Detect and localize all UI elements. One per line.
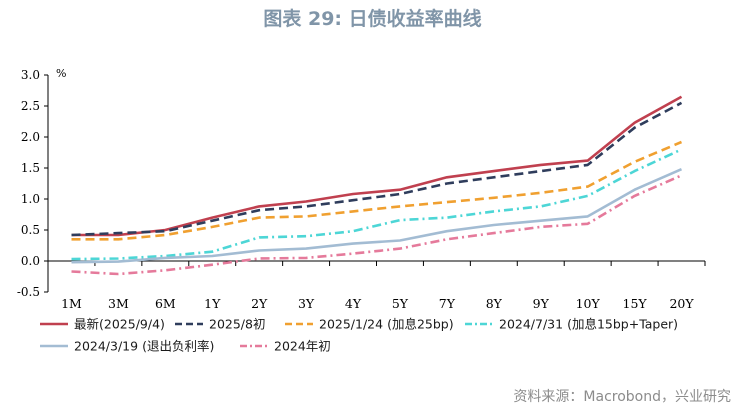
y-axis-unit: % — [56, 67, 66, 80]
legend-item-2: 2025/1/24 (加息25bp) — [285, 317, 454, 332]
chart-legend: 最新(2025/9/4) 2025/8初 2025/1/24 (加息25bp) 202… — [40, 317, 678, 354]
legend-label: 2025/1/24 (加息25bp) — [319, 317, 454, 332]
x-tick-label: 3Y — [298, 296, 315, 311]
x-tick-label: 20Y — [669, 296, 694, 311]
x-tick-label: 4Y — [345, 296, 362, 311]
legend-item-1: 2025/8初 — [175, 317, 265, 332]
series-line-1 — [71, 101, 683, 237]
x-tick-label: 9Y — [533, 296, 550, 311]
y-tick-label: 3.0 — [21, 68, 40, 82]
y-tick-label: 2.5 — [21, 99, 40, 113]
y-tick-label: 2.0 — [21, 130, 40, 144]
x-tick-label: 1Y — [204, 296, 221, 311]
series-line-0 — [71, 95, 683, 237]
y-tick-label: 0.5 — [21, 223, 40, 237]
x-tick-label: 5Y — [392, 296, 409, 311]
series-layer — [71, 95, 683, 276]
x-tick-label: 10Y — [576, 296, 601, 311]
legend-item-3: 2024/7/31 (加息15bp+Taper) — [465, 317, 678, 332]
legend-item-0: 最新(2025/9/4) — [40, 317, 165, 332]
y-tick-label: 0.0 — [21, 254, 40, 268]
legend-label: 2024/7/31 (加息15bp+Taper) — [499, 317, 678, 332]
y-tick-label: 1.5 — [21, 161, 40, 175]
yield-curve-chart: -0.5 0.0 0.5 1.0 1.5 2.0 2.5 3.0 % 1M 3M 6M 1Y 2Y 3Y 4Y… — [17, 67, 706, 354]
y-tick-label: 1.0 — [21, 192, 40, 206]
legend-label: 2024/3/19 (退出负利率) — [74, 339, 214, 354]
x-tick-label: 1M — [61, 296, 82, 311]
x-tick-label: 7Y — [439, 296, 456, 311]
series-line-4 — [71, 168, 683, 264]
legend-label: 2025/8初 — [209, 317, 265, 332]
x-tick-label: 2Y — [251, 296, 268, 311]
y-tick-label: -0.5 — [17, 285, 40, 299]
legend-label: 2024年初 — [274, 339, 331, 354]
series-line-5 — [71, 174, 683, 276]
legend-item-5: 2024年初 — [240, 339, 331, 354]
legend-label: 最新(2025/9/4) — [74, 317, 165, 332]
x-tick-label: 15Y — [623, 296, 648, 311]
series-line-3 — [71, 148, 683, 261]
source-note: 资料来源：Macrobond，兴业研究 — [513, 389, 731, 405]
x-tick-label: 6M — [155, 296, 176, 311]
legend-item-4: 2024/3/19 (退出负利率) — [40, 339, 214, 354]
x-tick-label: 3M — [108, 296, 129, 311]
chart-axes: -0.5 0.0 0.5 1.0 1.5 2.0 2.5 3.0 % 1M 3M 6M 1Y 2Y 3Y 4Y… — [17, 67, 706, 311]
page-title: 图表 29: 日债收益率曲线 — [263, 8, 482, 30]
series-line-2 — [71, 140, 683, 241]
x-tick-label: 8Y — [486, 296, 503, 311]
